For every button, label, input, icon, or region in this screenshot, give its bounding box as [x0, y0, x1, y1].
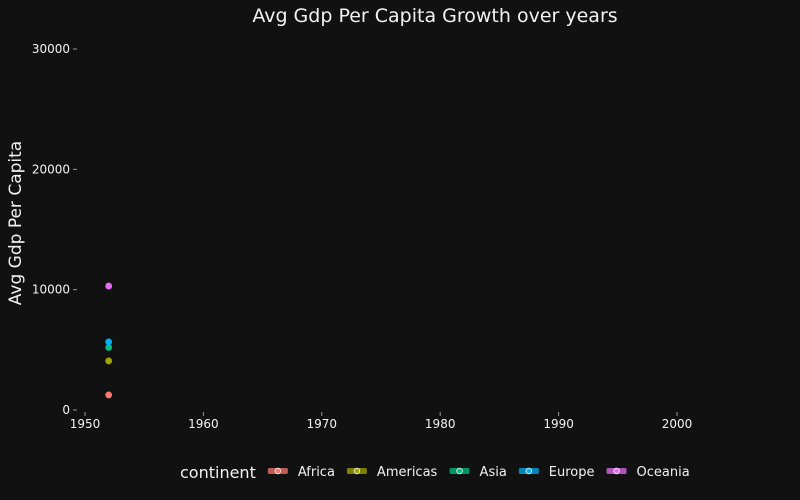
legend-swatch-dot	[613, 467, 620, 475]
legend-label: Europe	[549, 465, 595, 480]
legend-swatch	[449, 467, 470, 475]
legend-swatch-dot	[456, 467, 463, 475]
x-tick-label: 1980	[425, 417, 456, 431]
x-tick-label: 1990	[543, 417, 574, 431]
data-point	[105, 344, 113, 351]
x-tick-label: 1950	[70, 417, 101, 431]
legend-label: Asia	[480, 465, 507, 480]
legend-label: Africa	[298, 465, 335, 480]
x-tick-label: 1960	[188, 417, 219, 431]
x-tick-label: 1970	[307, 417, 338, 431]
legend-label: Americas	[377, 465, 438, 480]
legend: continent Africa Americas Asia Europe Oceani…	[180, 463, 690, 482]
legend-swatch	[267, 467, 288, 475]
legend-swatch-dot	[353, 467, 361, 475]
y-tick-label: 30000	[32, 42, 70, 56]
y-axis-title: Avg Gdp Per Capita	[6, 141, 26, 305]
data-point	[105, 282, 113, 290]
legend-swatch-dot	[525, 467, 532, 475]
y-axis: 0 10000 20000 30000	[32, 42, 77, 417]
chart-title: Avg Gdp Per Capita Growth over years	[252, 5, 617, 27]
data-point	[105, 391, 113, 399]
legend-swatch-dot	[274, 467, 282, 475]
y-tick-label: 10000	[32, 283, 70, 297]
y-tick-label: 20000	[32, 162, 70, 176]
x-tick-label: 2000	[662, 417, 693, 431]
legend-swatch	[518, 467, 539, 475]
y-tick-label: 0	[62, 403, 70, 417]
data-point	[105, 357, 113, 365]
legend-swatch	[606, 467, 627, 475]
x-axis: 1950 1960 1970 1980 1990 2000	[70, 412, 693, 431]
legend-swatch	[346, 467, 367, 475]
data-points	[105, 282, 113, 399]
legend-title: continent	[180, 463, 256, 482]
data-point	[105, 338, 113, 346]
legend-label: Oceania	[637, 465, 690, 480]
